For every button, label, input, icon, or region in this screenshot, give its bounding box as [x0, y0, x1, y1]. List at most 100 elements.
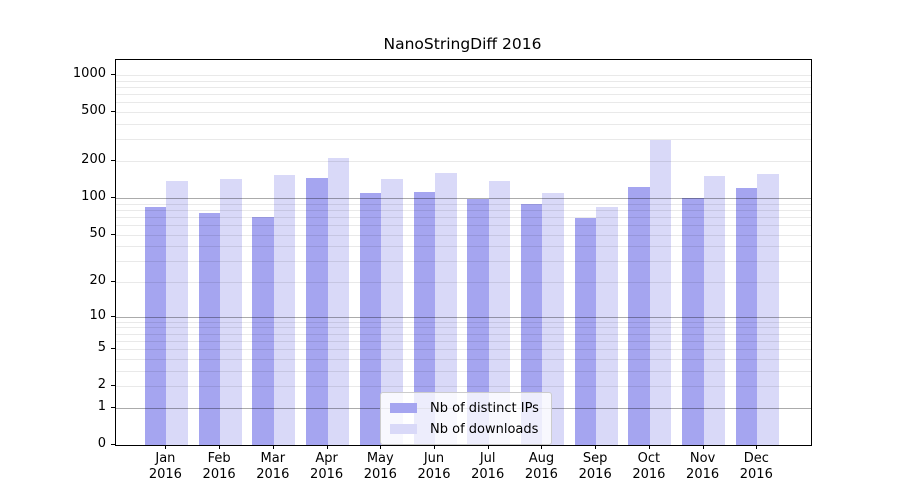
y-tick-label: 20: [89, 273, 106, 288]
x-tick: [648, 445, 650, 449]
y-tick: [111, 111, 115, 113]
bar-distinct-ips-apr: [306, 178, 328, 445]
bar-distinct-ips-dec: [735, 188, 758, 445]
bar-downloads-nov: [703, 176, 726, 445]
bar-downloads-aug: [542, 193, 564, 445]
y-tick: [111, 444, 115, 445]
gridline-minor: [116, 349, 811, 351]
bar-downloads-jun: [435, 172, 457, 445]
x-tick: [487, 445, 489, 449]
y-tick-label: 100: [81, 188, 106, 204]
gridline-minor: [116, 282, 811, 283]
bar-distinct-ips-sep: [574, 218, 597, 445]
gridline-minor: [116, 370, 811, 372]
x-tick-label: Jun 2016: [417, 451, 451, 482]
bar-downloads-oct: [649, 140, 672, 445]
y-tick: [111, 348, 115, 350]
bar-distinct-ips-jul: [467, 198, 489, 445]
y-tick-label: 0: [97, 436, 106, 451]
gridline-minor: [116, 216, 811, 218]
gridline-minor: [116, 112, 811, 114]
legend-item-distinct-ips: Nb of distinct IPs: [390, 398, 539, 418]
x-tick-label: Oct 2016: [632, 451, 666, 482]
y-tick: [111, 406, 115, 408]
x-tick-label: Mar 2016: [256, 451, 290, 482]
y-tick-label: 10: [89, 307, 106, 323]
x-tick: [326, 445, 328, 449]
x-tick-label: Apr 2016: [310, 451, 344, 482]
x-tick-label: Aug 2016: [524, 451, 558, 482]
gridline-minor: [116, 386, 811, 388]
gridline-minor: [116, 80, 811, 82]
gridline-minor: [116, 327, 811, 329]
gridline-minor: [116, 139, 811, 141]
legend-label-distinct-ips: Nb of distinct IPs: [430, 400, 539, 416]
bar-distinct-ips-jan: [144, 206, 167, 445]
x-tick: [756, 445, 758, 449]
chart-title: NanoStringDiff 2016: [383, 35, 542, 53]
bar-downloads-may: [381, 178, 403, 445]
bar-downloads-jul: [488, 180, 511, 445]
x-tick: [702, 445, 704, 449]
x-tick: [434, 445, 435, 449]
gridline-minor: [116, 333, 811, 335]
gridline-minor: [116, 321, 811, 323]
legend: Nb of distinct IPs Nb of downloads: [380, 392, 552, 445]
y-tick: [111, 385, 115, 387]
gridline-minor: [116, 124, 811, 125]
bar-distinct-ips-mar: [252, 216, 274, 445]
y-tick-label: 5: [97, 340, 106, 356]
y-tick: [111, 196, 115, 198]
y-tick: [111, 315, 115, 317]
gridline-minor: [116, 358, 811, 360]
bar-distinct-ips-oct: [628, 187, 650, 445]
x-tick: [272, 445, 274, 449]
gridline-minor: [116, 75, 811, 76]
x-tick: [595, 445, 597, 449]
legend-swatch-distinct-ips: [390, 403, 417, 413]
legend-swatch-downloads: [390, 424, 417, 434]
bar-downloads-jan: [166, 181, 188, 445]
y-tick-label: 2: [97, 377, 106, 393]
x-tick-label: Jan 2016: [148, 451, 182, 482]
bar-distinct-ips-jun: [413, 191, 435, 445]
gridline-minor: [116, 246, 811, 248]
gridline-minor: [116, 209, 811, 211]
gridline-minor: [116, 87, 811, 88]
x-tick-label: Sep 2016: [578, 451, 612, 482]
gridline-major: [116, 316, 811, 318]
gridline-major: [116, 197, 811, 199]
gridline-minor: [116, 340, 811, 342]
gridline-minor: [116, 261, 811, 263]
y-tick: [111, 160, 115, 161]
gridline-minor: [116, 234, 811, 236]
legend-item-downloads: Nb of downloads: [390, 419, 539, 439]
bar-downloads-apr: [327, 158, 350, 445]
y-tick: [111, 281, 115, 282]
y-tick-label: 1: [97, 398, 106, 414]
x-tick-label: Feb 2016: [202, 451, 236, 482]
x-tick: [541, 445, 543, 449]
bar-distinct-ips-feb: [198, 213, 221, 445]
y-tick-label: 200: [81, 152, 106, 167]
bar-distinct-ips-aug: [520, 203, 543, 445]
bar-distinct-ips-nov: [682, 197, 704, 445]
gridline-minor: [116, 224, 811, 226]
y-tick: [111, 74, 115, 75]
gridline-minor: [116, 102, 811, 104]
gridline-minor: [116, 94, 811, 96]
x-tick-label: Nov 2016: [686, 451, 720, 482]
x-tick-label: Jul 2016: [471, 451, 505, 482]
x-tick-label: Dec 2016: [739, 451, 773, 482]
gridlines-layer: [116, 60, 811, 445]
x-tick-label: May 2016: [363, 451, 397, 482]
y-tick: [111, 233, 115, 235]
gridline-minor: [116, 203, 811, 205]
bar-downloads-feb: [220, 178, 242, 445]
y-tick-label: 50: [89, 225, 106, 241]
y-tick-label: 1000: [72, 66, 106, 81]
plot-area: Nb of distinct IPs Nb of downloads: [115, 59, 812, 446]
bar-distinct-ips-may: [359, 192, 382, 445]
x-tick: [380, 445, 382, 449]
